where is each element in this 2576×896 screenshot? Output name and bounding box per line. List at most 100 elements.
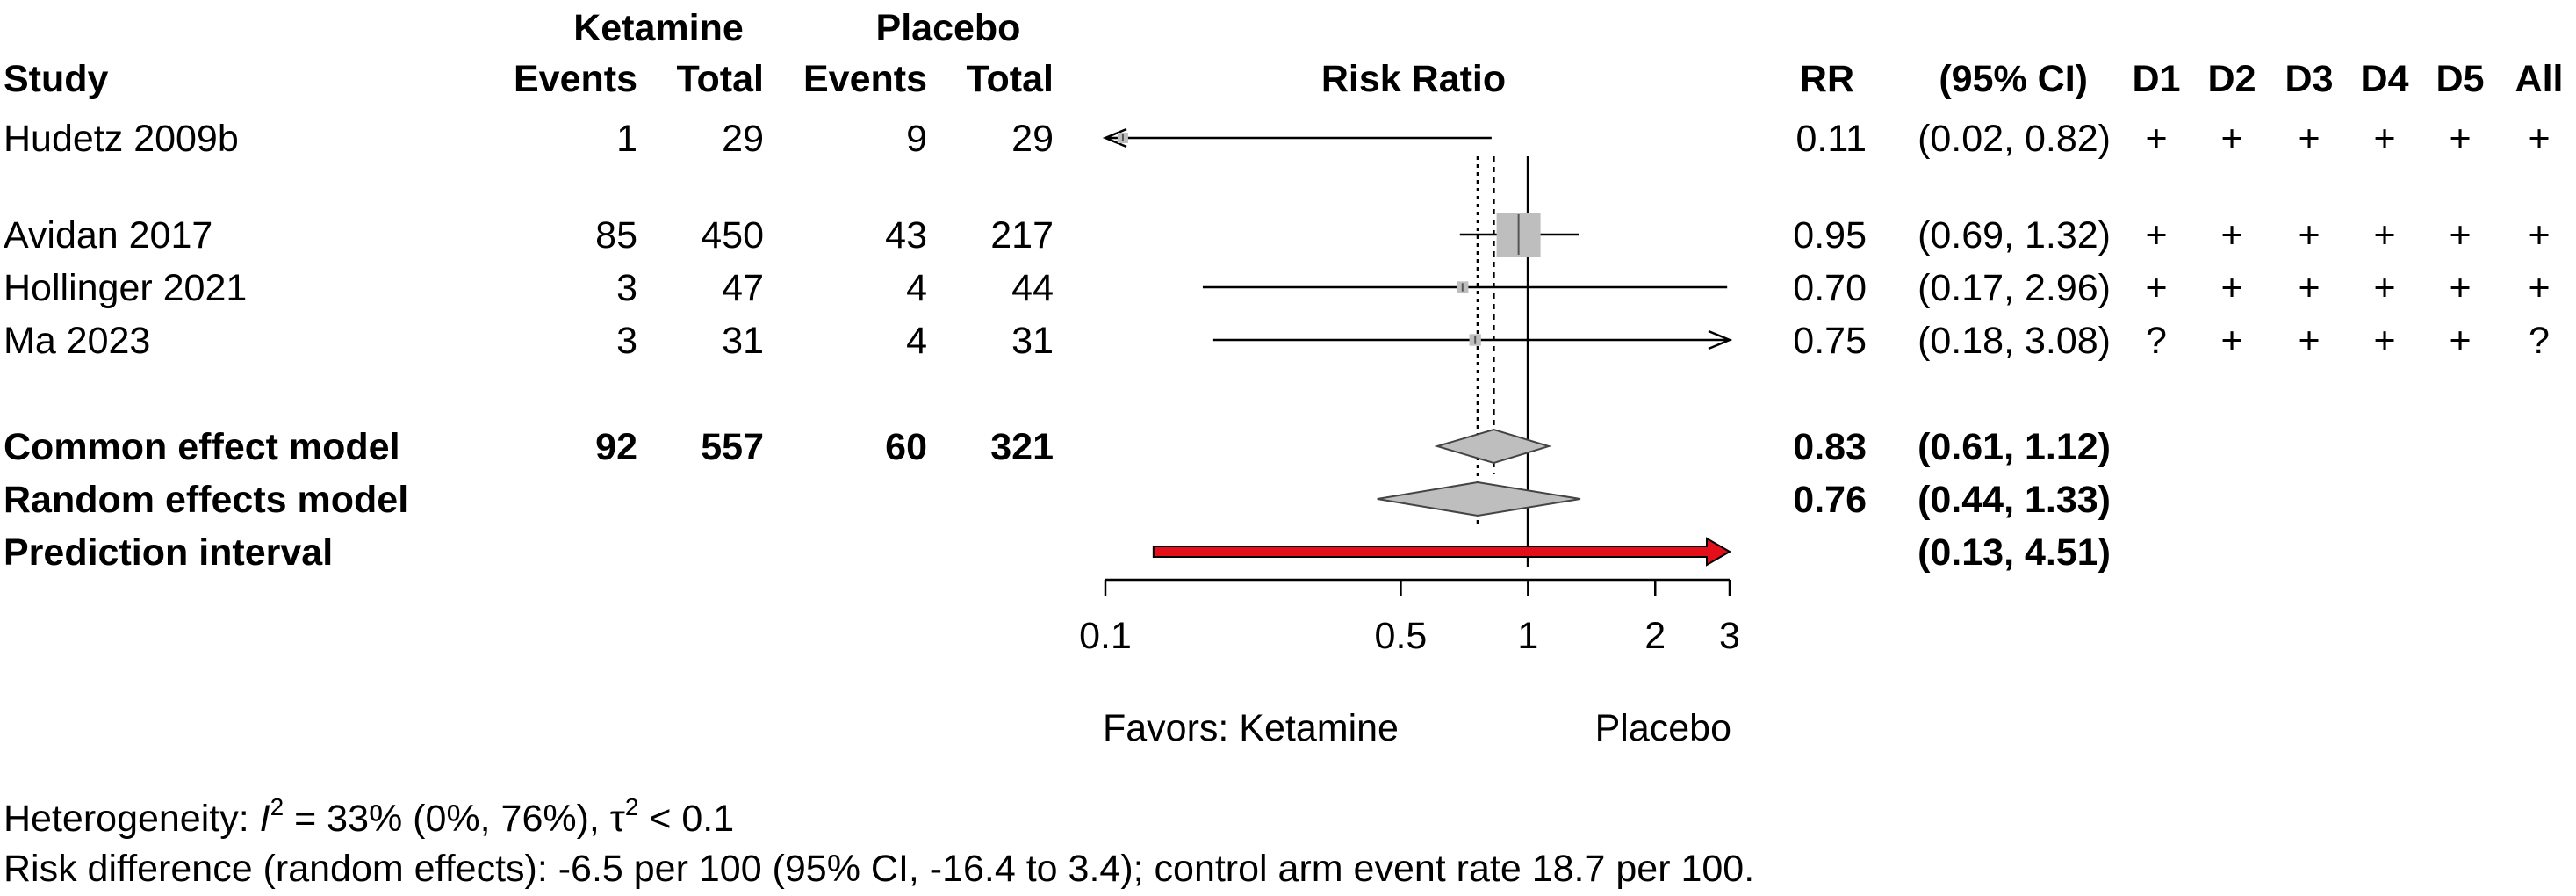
d2-value: +: [2220, 118, 2243, 160]
ci-value: (0.69, 1.32): [1918, 214, 2111, 257]
d3-value: +: [2298, 267, 2321, 309]
all-value: +: [2528, 118, 2551, 160]
risk-difference-text: Risk difference (random effects): -6.5 p…: [4, 848, 1755, 890]
d1-value: +: [2145, 118, 2168, 160]
group1-header: Ketamine: [573, 7, 744, 49]
d4-value: +: [2373, 320, 2396, 362]
ci-value: (0.02, 0.82): [1918, 118, 2111, 160]
x-tick-label: 3: [1719, 615, 1740, 657]
d1-header: D1: [2132, 58, 2181, 100]
d1-value: ?: [2146, 320, 2167, 362]
het-tau: τ: [609, 798, 625, 840]
total1-header: Total: [676, 58, 764, 100]
rr-value: 0.70: [1793, 267, 1867, 309]
group2-header: Placebo: [875, 7, 1021, 49]
events2-header: Events: [802, 58, 927, 100]
x-tick-label: 0.1: [1079, 615, 1132, 657]
d5-value: +: [2449, 267, 2472, 309]
events2-value: 4: [906, 320, 927, 362]
total1-value: 31: [722, 320, 764, 362]
all-value: +: [2528, 214, 2551, 257]
favors-left-label: Favors: Ketamine: [1103, 707, 1399, 749]
d4-value: +: [2373, 267, 2396, 309]
all-header: All: [2515, 58, 2564, 100]
summary-diamond: [1434, 428, 1552, 465]
study-name: Ma 2023: [4, 320, 151, 362]
ci-header: (95% CI): [1939, 58, 2088, 100]
prediction-interval-bar: [1152, 537, 1732, 567]
heterogeneity-text: Heterogeneity: I2 = 33% (0%, 76%), τ2 < …: [4, 793, 735, 842]
total2-value: 217: [990, 214, 1054, 257]
prediction-interval-label: Prediction interval: [4, 531, 334, 574]
summary-diamond: [1377, 481, 1581, 517]
d4-header: D4: [2360, 58, 2409, 100]
het-i: I: [259, 798, 270, 840]
x-tick-label: 0.5: [1375, 615, 1428, 657]
events1-value: 85: [595, 214, 637, 257]
d3-value: +: [2298, 320, 2321, 362]
total1-value: 450: [701, 214, 764, 257]
d1-value: +: [2145, 214, 2168, 257]
d3-value: +: [2298, 214, 2321, 257]
d5-value: +: [2449, 214, 2472, 257]
ci-arrow-right: [1708, 329, 1733, 350]
common-effect-label: Common effect model: [4, 426, 400, 468]
het-i-sup: 2: [270, 793, 284, 820]
d5-header: D5: [2436, 58, 2485, 100]
study-name: Hudetz 2009b: [4, 118, 239, 160]
ci-value: (0.18, 3.08): [1918, 320, 2111, 362]
common-events2: 60: [885, 426, 927, 468]
events1-header: Events: [513, 58, 637, 100]
d5-value: +: [2449, 118, 2472, 160]
total1-value: 29: [722, 118, 764, 160]
ci-arrow-left: [1102, 127, 1127, 148]
events1-value: 3: [616, 320, 637, 362]
d5-value: +: [2449, 320, 2472, 362]
ci-value: (0.17, 2.96): [1918, 267, 2111, 309]
study-name: Hollinger 2021: [4, 267, 248, 309]
common-rr: 0.83: [1793, 426, 1867, 468]
rr-value: 0.95: [1793, 214, 1867, 257]
random-ci: (0.44, 1.33): [1918, 479, 2111, 521]
events2-value: 9: [906, 118, 927, 160]
total2-value: 44: [1011, 267, 1054, 309]
random-effects-label: Random effects model: [4, 479, 409, 521]
common-total1: 557: [701, 426, 764, 468]
events1-value: 3: [616, 267, 637, 309]
d2-value: +: [2220, 320, 2243, 362]
het-tau-sup: 2: [624, 793, 639, 820]
random-rr: 0.76: [1793, 479, 1867, 521]
total2-header: Total: [966, 58, 1054, 100]
all-value: +: [2528, 267, 2551, 309]
d2-value: +: [2220, 214, 2243, 257]
events2-value: 4: [906, 267, 927, 309]
all-value: ?: [2529, 320, 2550, 362]
d2-value: +: [2220, 267, 2243, 309]
het-end: < 0.1: [638, 798, 735, 840]
d2-header: D2: [2207, 58, 2256, 100]
common-events1: 92: [595, 426, 637, 468]
common-total2: 321: [990, 426, 1054, 468]
common-ci: (0.61, 1.12): [1918, 426, 2111, 468]
het-mid: = 33% (0%, 76%),: [284, 798, 610, 840]
x-tick-label: 2: [1644, 615, 1666, 657]
d1-value: +: [2145, 267, 2168, 309]
d4-value: +: [2373, 214, 2396, 257]
events1-value: 1: [616, 118, 637, 160]
rr-header: RR: [1799, 58, 1854, 100]
d3-value: +: [2298, 118, 2321, 160]
study-header: Study: [4, 58, 109, 100]
total1-value: 47: [722, 267, 764, 309]
rr-value: 0.75: [1793, 320, 1867, 362]
x-tick-label: 1: [1517, 615, 1538, 657]
study-name: Avidan 2017: [4, 214, 213, 257]
risk-ratio-header: Risk Ratio: [1320, 58, 1507, 100]
events2-value: 43: [885, 214, 927, 257]
het-prefix: Heterogeneity:: [4, 798, 260, 840]
d4-value: +: [2373, 118, 2396, 160]
rr-value: 0.11: [1795, 118, 1867, 160]
d3-header: D3: [2285, 58, 2334, 100]
favors-right-label: Placebo: [1594, 707, 1731, 749]
total2-value: 31: [1011, 320, 1054, 362]
